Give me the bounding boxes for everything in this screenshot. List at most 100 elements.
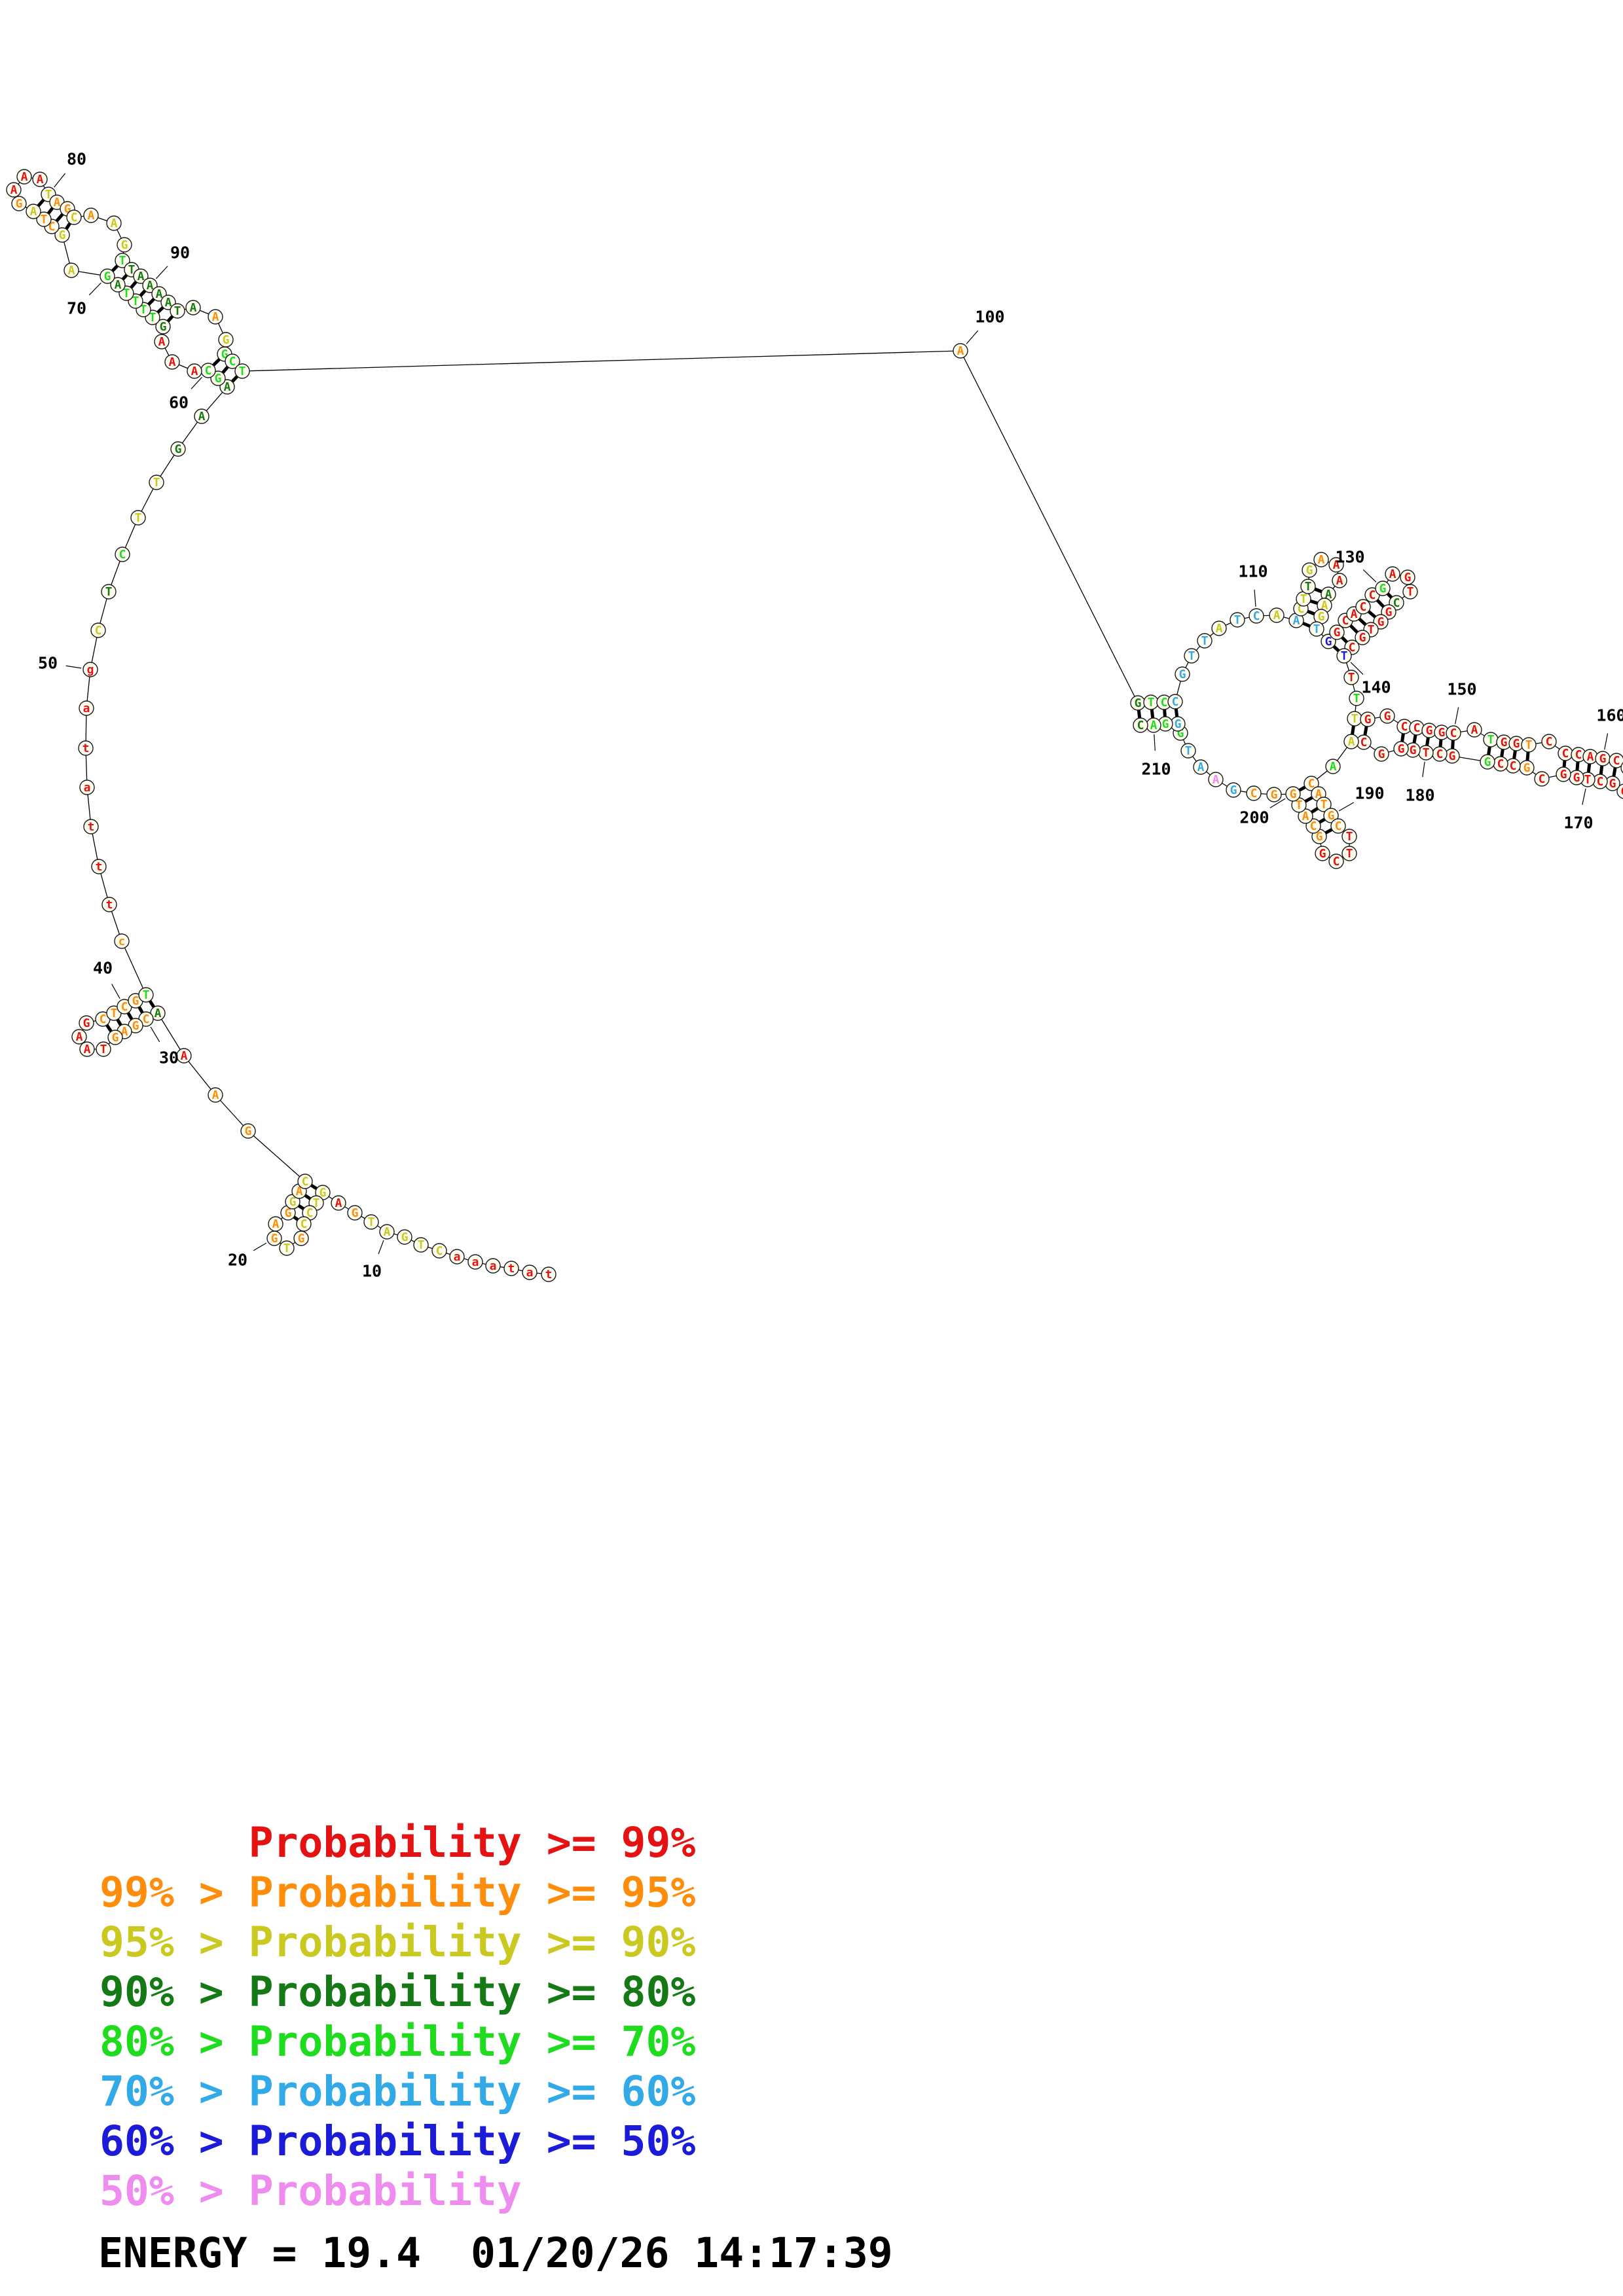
nucleotide-letter: G [59,228,66,242]
nucleotide-letter: C [143,1013,150,1026]
nucleotide-letter: T [41,213,48,226]
nucleotide-letter: C [1342,614,1349,628]
nucleotide: A [208,1087,223,1103]
nucleotide-letter: A [115,278,122,292]
nucleotide-letter: C [1369,588,1376,602]
nucleotide-letter: G [112,1031,119,1045]
nucleotide-letter: A [84,1043,91,1056]
nucleotide: t [101,897,117,912]
nucleotide-circle [331,1195,346,1211]
nucleotide-circle [1343,734,1359,749]
nucleotide-circle [467,1254,483,1270]
nucleotide-letter: T [140,303,147,317]
nucleotide-letter: C [1510,759,1517,773]
nucleotide-letter: A [272,1217,280,1231]
nucleotide-letter: T [1234,613,1241,627]
nucleotide: G [1226,782,1241,798]
nucleotide-letter: G [1271,788,1278,802]
position-label: 100 [975,308,1004,327]
nucleotide-circle [82,662,98,677]
nucleotide: G [11,196,27,211]
position-label: 180 [1405,786,1434,805]
nucleotide-letter: G [1377,615,1385,629]
position-label: 40 [93,959,113,978]
nucleotide-letter: A [1213,773,1220,787]
nucleotide-letter: G [1404,571,1412,584]
label-leader-line [1422,761,1425,778]
position-label: 20 [228,1251,247,1270]
nucleotide-letter: A [384,1225,391,1239]
nucleotide-letter: G [83,1016,90,1030]
nucleotide-circle [32,171,48,187]
nucleotide-letter: A [1321,599,1328,613]
nucleotide-circle [503,1261,519,1276]
nucleotide-letter: T [1407,585,1414,599]
nucleotide: A [1313,552,1329,567]
nucleotide-letter: T [128,263,136,277]
nucleotide-circle [485,1258,501,1274]
nucleotide-circle [1309,621,1324,637]
nucleotide-letter: T [1423,746,1430,760]
nucleotide: G [1595,751,1611,766]
nucleotide-letter: G [1359,631,1366,645]
nucleotide-circle [130,510,146,526]
nucleotide: t [541,1266,556,1282]
nucleotide-circle [1315,846,1330,861]
nucleotide: C [90,622,106,638]
nucleotide-letter: C [1310,819,1317,833]
position-label: 130 [1335,548,1364,567]
nucleotide: G [397,1229,412,1245]
nucleotide-letter: A [1325,588,1332,601]
nucleotide-circle [1556,766,1571,782]
nucleotide-letter: C [1497,757,1504,771]
nucleotide-letter: T [1296,798,1303,812]
nucleotide-circle [1180,743,1196,759]
nucleotide: G [1379,708,1395,724]
nucleotide-letter: t [82,742,90,755]
nucleotide: A [176,1048,192,1064]
nucleotide-circle [1400,569,1415,585]
nucleotide-letter: C [121,1000,128,1014]
nucleotide-letter: A [957,344,964,358]
nucleotide-letter: C [1172,695,1179,709]
nucleotide-circle [1480,754,1495,770]
nucleotide: G [1375,581,1391,596]
nucleotide-circle [1175,666,1190,682]
nucleotide: T [1521,737,1537,753]
nucleotide: t [78,740,94,756]
nucleotide-letter: G [64,202,71,216]
nucleotide-letter: A [10,183,18,197]
nucleotide-letter: T [1487,733,1495,747]
nucleotide-letter: C [229,355,236,368]
nucleotide-circle [83,207,99,223]
nucleotide-letter: T [100,1043,107,1056]
nucleotide-circle [1226,782,1241,798]
nucleotide: T [363,1214,379,1230]
nucleotide-letter: G [1364,713,1372,726]
legend-row: Probability >= 99% [100,1819,696,1867]
backbone-segment [157,1013,185,1056]
backbone-segment [121,941,147,996]
nucleotide-letter: A [190,301,197,315]
nucleotide-letter: G [1179,668,1186,681]
nucleotide-circle [79,700,94,716]
label-leader-line [1362,569,1377,583]
nucleotide: C [1249,608,1264,624]
nucleotide: A [208,309,223,325]
backbone-segment [242,350,961,372]
nucleotide-circle [1379,708,1395,724]
nucleotide-letter: G [271,1232,278,1246]
base-pair-bonds [32,193,1618,1226]
label-leader-line [966,330,979,344]
nucleotide-letter: C [302,1175,309,1189]
nucleotide-circle [91,859,107,874]
nucleotide-letter: G [1426,724,1433,738]
nucleotide-letter: T [313,1196,320,1210]
nucleotide: T [115,253,130,268]
nucleotide-letter: G [1410,744,1417,757]
nucleotide-letter: G [1449,749,1456,763]
nucleotide: T [1300,579,1316,594]
nucleotide-letter: A [30,205,37,219]
nucleotide-letter: C [1137,719,1144,732]
nucleotide-letter: A [224,380,231,394]
